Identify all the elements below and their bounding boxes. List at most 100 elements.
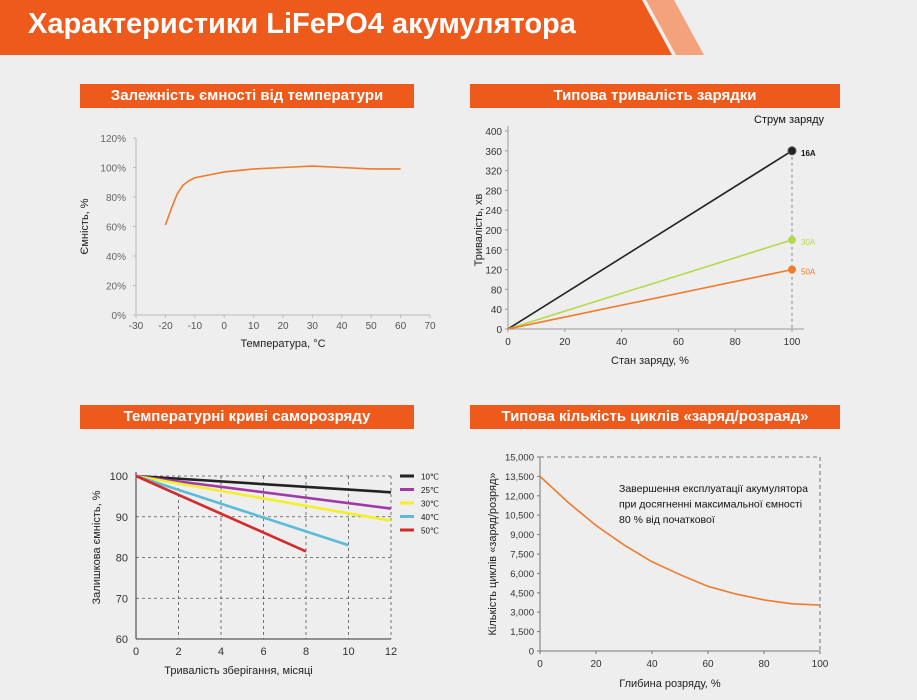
- x-tick-label: 20: [559, 337, 571, 348]
- x-tick-label: -20: [158, 321, 173, 332]
- legend-label-30℃: 30℃: [421, 500, 439, 509]
- x-tick-label: 8: [303, 646, 309, 658]
- series-end-marker-50A: [788, 265, 796, 274]
- series-end-label-50A: 50A: [801, 268, 816, 277]
- series-end-marker-30A: [788, 235, 796, 244]
- chart-charge-duration: 0 40 80 120 160 200 240 280 320 360 400 0 20 40 60 80 10…: [473, 114, 825, 367]
- y-tick-label: 90: [116, 512, 128, 524]
- y-tick-label: 160: [485, 246, 502, 257]
- series-line-50℃: [135, 474, 307, 553]
- series-end-marker-16A: [787, 146, 797, 156]
- chart-cycle-count: 0 1,500 3,000 4,500 6,000 7,500 9,000 10,500 12,…: [487, 453, 829, 691]
- y-tick-label: 80%: [106, 193, 126, 204]
- x-tick-label: 0: [537, 659, 543, 670]
- x-tick-label: 20: [590, 659, 602, 670]
- x-tick-label: 50: [366, 321, 378, 332]
- y-tick-label: 0: [529, 647, 534, 658]
- x-tick-label: 30: [307, 321, 319, 332]
- series-line-50A: [507, 268, 793, 330]
- chart-self-discharge: 60 70 80 90 100 0 2 4 6 8 10 12 10℃ 25℃ 30℃ 40℃ 50℃ Трива…: [91, 471, 439, 677]
- y-axis-title: Кількість циклів «заряд/розряд»: [487, 472, 499, 635]
- series-line-40℃: [135, 474, 349, 547]
- legend-title: Струм заряду: [754, 114, 825, 126]
- series-line-30A: [507, 239, 793, 330]
- x-tick-label: 40: [646, 659, 658, 670]
- page-title: Характеристики LiFePO4 акумулятора: [28, 8, 576, 40]
- y-tick-label: 360: [485, 147, 502, 158]
- y-tick-label: 0: [496, 325, 502, 336]
- y-tick-label: 6,000: [510, 569, 534, 580]
- header-stripe: [646, 0, 704, 55]
- legend-label-40℃: 40℃: [421, 513, 439, 522]
- y-tick-label: 70: [116, 593, 128, 605]
- y-tick-label: 400: [485, 127, 502, 138]
- x-tick-label: 60: [673, 337, 685, 348]
- x-axis-title: Температура, °C: [240, 338, 325, 350]
- y-tick-label: 10,500: [505, 511, 534, 522]
- y-tick-label: 120%: [100, 134, 126, 145]
- x-tick-label: 0: [133, 646, 139, 658]
- y-tick-label: 7,500: [510, 550, 534, 561]
- y-tick-label: 40: [491, 305, 503, 316]
- series-line-16A: [507, 150, 793, 330]
- y-tick-label: 12,000: [505, 491, 534, 502]
- header-banner-shape: [0, 0, 704, 55]
- y-tick-label: 40%: [106, 252, 126, 263]
- series-line-30℃: [135, 474, 392, 523]
- panel3-heading: Температурні криві саморозряду: [80, 405, 414, 429]
- y-tick-label: 100: [110, 471, 128, 483]
- y-tick-label: 13,500: [505, 472, 534, 483]
- y-tick-label: 120: [485, 266, 502, 277]
- y-axis-title: Тривалість, хв: [473, 193, 485, 266]
- x-tick-label: 100: [812, 659, 829, 670]
- x-tick-label: 0: [221, 321, 227, 332]
- y-tick-label: 60%: [106, 223, 126, 234]
- legend-label-50℃: 50℃: [421, 527, 439, 536]
- y-tick-label: 60: [116, 634, 128, 646]
- x-tick-label: 80: [758, 659, 770, 670]
- y-tick-label: 15,000: [505, 453, 534, 464]
- y-axis-title: Ємність, %: [79, 198, 91, 254]
- x-tick-label: 100: [784, 337, 801, 348]
- x-tick-label: 6: [260, 646, 266, 658]
- x-tick-label: 70: [424, 321, 436, 332]
- x-tick-label: -10: [188, 321, 203, 332]
- x-tick-label: 60: [395, 321, 407, 332]
- x-tick-label: 10: [248, 321, 260, 332]
- x-axis-title: Стан заряду, %: [611, 355, 689, 367]
- x-tick-label: 0: [505, 337, 511, 348]
- series-end-label-16A: 16A: [801, 149, 816, 158]
- panel4-heading: Типова кількість циклів «заряд/розраяд»: [470, 405, 840, 429]
- x-tick-label: 4: [218, 646, 224, 658]
- x-tick-label: 10: [342, 646, 354, 658]
- x-tick-label: 12: [385, 646, 397, 658]
- chart-capacity-temperature: 0% 20% 40% 60% 80% 100% 120% -30 -20 -10 0 10 20 30 40…: [79, 134, 436, 350]
- x-tick-label: 2: [175, 646, 181, 658]
- y-tick-label: 200: [485, 226, 502, 237]
- cycle-curve: [539, 475, 821, 606]
- capacity-line: [164, 165, 401, 226]
- note-line: при досягненні максимальної ємності: [619, 499, 802, 511]
- x-axis-title: Глибина розряду, %: [619, 678, 721, 690]
- legend-label-10℃: 10℃: [421, 473, 439, 482]
- x-tick-label: 20: [277, 321, 289, 332]
- panel2-heading: Типова тривалість зарядки: [470, 84, 840, 108]
- y-tick-label: 320: [485, 167, 502, 178]
- series-line-10℃: [135, 474, 392, 494]
- x-axis-title: Тривалість зберігання, місяці: [164, 665, 312, 677]
- header-orange-band: [0, 0, 672, 55]
- y-tick-label: 4,500: [510, 588, 534, 599]
- y-tick-label: 3,000: [510, 608, 534, 619]
- x-tick-label: 40: [616, 337, 628, 348]
- series-line-25℃: [135, 474, 392, 510]
- x-tick-label: 40: [336, 321, 348, 332]
- panel1-heading: Залежність ємності від температури: [80, 84, 414, 108]
- y-tick-label: 240: [485, 206, 502, 217]
- x-tick-label: -30: [129, 321, 144, 332]
- y-tick-label: 20%: [106, 282, 126, 293]
- series-end-label-30A: 30A: [801, 238, 816, 247]
- y-tick-label: 80: [491, 285, 503, 296]
- x-tick-label: 60: [702, 659, 714, 670]
- x-tick-label: 80: [730, 337, 742, 348]
- y-tick-label: 1,500: [510, 627, 534, 638]
